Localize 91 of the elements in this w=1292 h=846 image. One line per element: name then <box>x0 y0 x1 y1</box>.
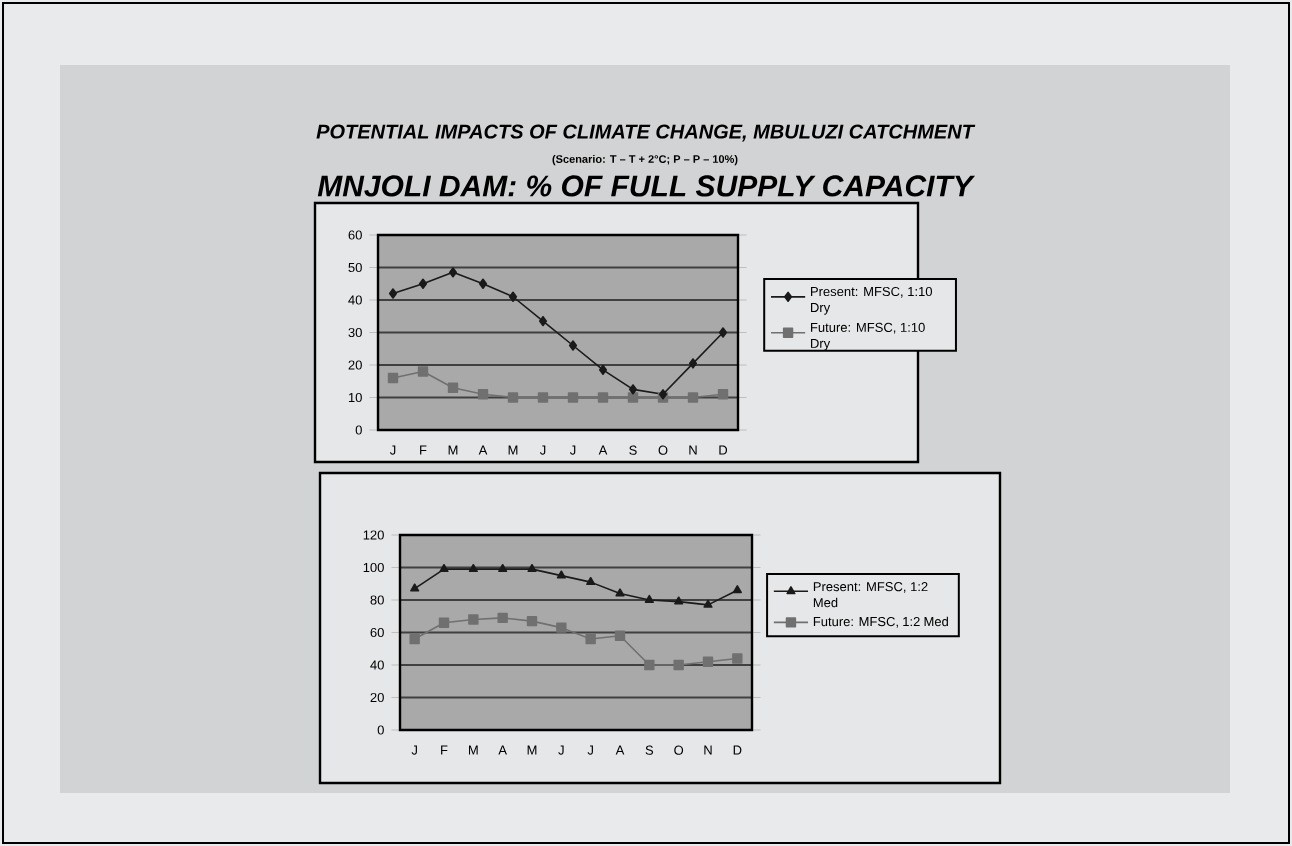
y-tick-label: 0 <box>355 425 362 435</box>
point <box>497 612 508 624</box>
x-tick-label: M <box>508 445 518 455</box>
point <box>556 570 566 579</box>
x-tick-label: D <box>733 745 742 755</box>
point <box>508 291 518 302</box>
point <box>439 563 449 573</box>
x-tick-label: N <box>704 745 712 755</box>
x-tick-label: A <box>598 445 608 455</box>
point <box>586 576 596 586</box>
point <box>568 340 578 351</box>
x-tick-label: J <box>539 445 546 455</box>
point <box>448 267 458 278</box>
point <box>688 358 698 369</box>
point <box>627 392 639 403</box>
point <box>673 659 684 671</box>
x-tick-label: O <box>674 745 684 755</box>
y-tick-label: 60 <box>348 230 362 240</box>
point <box>644 594 654 603</box>
point <box>527 563 537 573</box>
x-tick-label: J <box>569 445 576 455</box>
point <box>468 563 478 573</box>
point <box>507 392 519 403</box>
point <box>614 630 626 641</box>
y-tick-label: 0 <box>377 725 384 735</box>
point <box>409 633 420 645</box>
y-tick-label: 20 <box>370 692 384 703</box>
x-tick-label: M <box>468 745 478 755</box>
x-tick-label: J <box>587 745 593 755</box>
x-tick-label: A <box>478 445 488 455</box>
point <box>718 327 728 338</box>
chart-title: POTENTIAL IMPACTS OF CLIMATE CHANGE, MBULUZI CATCHMENT <box>316 124 976 142</box>
point <box>477 389 489 400</box>
point <box>674 596 684 605</box>
point <box>538 315 548 327</box>
legend-label: Future: MFSC, 1:2 Med <box>813 616 948 628</box>
legend-label: Present: MFSC, 1:2 Med <box>813 582 928 608</box>
point <box>585 633 596 645</box>
text: MNJOLI DAM: % OF FULL SUPPLY CAPACITY <box>317 175 976 197</box>
y-tick-label: 120 <box>363 530 384 540</box>
point <box>597 392 609 403</box>
x-tick-label: D <box>719 445 728 455</box>
point <box>644 659 655 671</box>
point <box>418 278 428 289</box>
y-tick-label: 100 <box>363 562 384 573</box>
x-tick-label: A <box>615 745 625 755</box>
point <box>732 585 742 594</box>
legend-label: Present: MFSC, 1:10 Dry <box>811 286 933 315</box>
y-tick-label: 40 <box>370 660 384 670</box>
point <box>478 278 488 289</box>
point <box>687 392 699 403</box>
y-tick-label: 60 <box>370 627 384 638</box>
y-tick-label: 30 <box>348 327 362 338</box>
point <box>498 563 508 573</box>
point <box>556 622 567 633</box>
x-tick-label: M <box>448 445 458 455</box>
x-tick-label: M <box>527 745 537 755</box>
y-tick-label: 20 <box>348 360 362 370</box>
x-tick-label: A <box>498 745 507 755</box>
point <box>388 288 398 299</box>
x-tick-label: J <box>389 445 396 455</box>
y-tick-label: 40 <box>348 295 362 305</box>
point <box>447 382 459 393</box>
x-tick-label: N <box>689 445 697 455</box>
point <box>615 588 625 597</box>
y-tick-label: 50 <box>348 262 362 273</box>
point <box>468 614 479 625</box>
x-tick-label: O <box>658 445 668 455</box>
point <box>717 389 729 400</box>
x-tick-label: F <box>441 745 448 755</box>
point <box>628 384 638 395</box>
point <box>438 617 450 628</box>
x-tick-label: S <box>629 445 637 455</box>
point <box>526 615 538 627</box>
point <box>702 656 714 667</box>
point <box>410 583 420 592</box>
point <box>567 392 579 403</box>
y-tick-label: 80 <box>370 595 384 605</box>
x-tick-label: J <box>411 745 417 755</box>
point <box>537 392 549 403</box>
point <box>417 366 429 377</box>
point <box>703 599 713 608</box>
x-tick-label: S <box>645 745 654 755</box>
x-tick-label: J <box>558 745 564 755</box>
point <box>387 372 399 384</box>
x-tick-label: F <box>420 445 427 455</box>
point <box>598 364 608 376</box>
legend-label: Future: MFSC, 1:10 Dry <box>811 322 925 351</box>
point <box>732 653 743 664</box>
chart-subtitle: (Scenario: T – T + 2°C; P – P – 10%) <box>552 154 738 166</box>
y-tick-label: 10 <box>348 392 362 403</box>
